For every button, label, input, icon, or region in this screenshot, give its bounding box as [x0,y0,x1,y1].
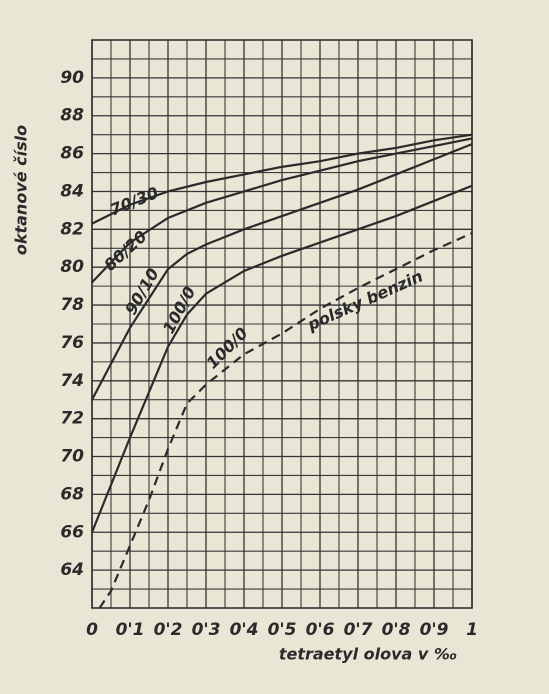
x-tick-label: 0'5 [268,620,297,640]
x-axis-label: tetraetyl olova v ‰ [279,645,457,664]
line [91,143,473,401]
y-tick-label: 82 [60,219,84,239]
x-tick-label: 0'8 [382,620,411,640]
x-tick-label: 0'4 [230,620,259,640]
x-tick-label: 0'3 [192,620,221,640]
line [98,232,473,609]
x-tick-label: 0'6 [306,620,335,640]
y-tick-label: 84 [60,181,84,201]
x-tick-label: 0'7 [344,620,373,640]
x-tick-label: 0'1 [116,620,145,640]
y-tick-label: 90 [60,68,84,88]
y-tick-label: 64 [60,560,84,580]
y-axis-label: oktanové číslo [12,125,31,255]
y-tick-label: 76 [60,333,84,353]
y-tick-label: 70 [60,447,84,467]
y-tick-label: 68 [60,484,84,504]
y-tick-label: 78 [60,295,84,315]
y-tick-label: 86 [60,144,84,164]
x-tick-label: 1 [466,620,478,640]
y-tick-label: 88 [60,106,84,126]
line [91,137,473,284]
x-tick-label: 0 [86,620,98,640]
line [91,133,473,225]
x-tick-label: 0'9 [420,620,449,640]
y-tick-label: 80 [60,257,84,277]
y-tick-label: 66 [60,522,84,542]
y-tick-label: 74 [60,371,84,391]
plot-frame [91,39,473,609]
y-tick-label: 72 [60,409,84,429]
x-tick-label: 0'2 [154,620,183,640]
line [90,184,473,533]
